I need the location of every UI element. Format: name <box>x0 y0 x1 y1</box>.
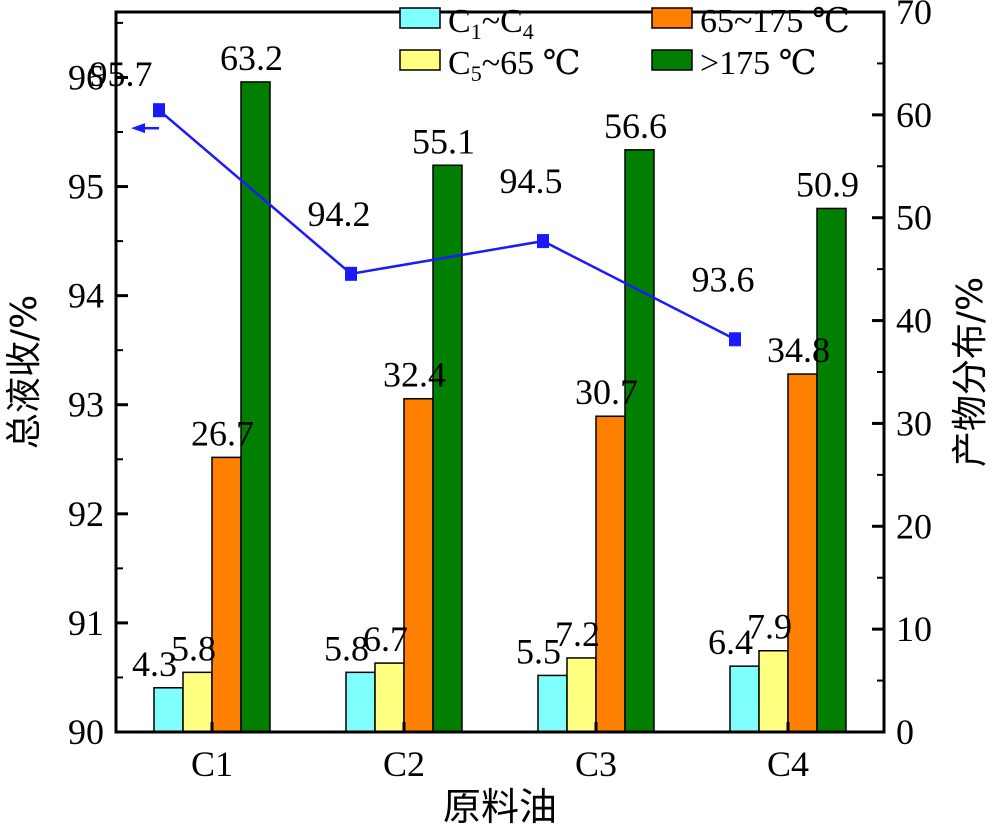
bar-C2-1 <box>345 671 376 733</box>
right-tick-label: 0 <box>896 712 914 752</box>
left-tick-label: 95 <box>68 167 104 207</box>
bar-value-label: 7.2 <box>555 614 600 654</box>
legend: C1~C4 65~175 ℃ C5~65 ℃ >175 ℃ <box>399 3 850 86</box>
bar-value-label: 34.8 <box>767 330 830 370</box>
legend-swatch <box>651 49 693 71</box>
legend-label: C5~65 ℃ <box>448 45 581 86</box>
line-value-label: 94.5 <box>500 161 563 201</box>
right-tick-label: 30 <box>896 403 932 443</box>
bar-value-label: 5.5 <box>516 631 561 671</box>
line-layer: 95.7 94.2 94.5 93.6 <box>90 54 755 347</box>
line-value-label: 95.7 <box>90 54 153 94</box>
x-tick-label: C4 <box>767 744 809 784</box>
bar-value-label: 6.7 <box>363 619 408 659</box>
bar-value-label: 30.7 <box>575 372 638 412</box>
line-point-marker <box>537 234 549 249</box>
bar-value-label: 55.1 <box>412 121 475 161</box>
bar-C2-3 <box>403 397 434 733</box>
line-point-marker <box>153 103 165 118</box>
right-tick-label: 20 <box>896 506 932 546</box>
bar-labels: 4.35.826.763.25.86.732.455.15.57.230.756… <box>132 38 859 684</box>
right-tick-label: 70 <box>896 0 932 32</box>
bar-value-label: 50.9 <box>796 164 859 204</box>
bar-C1-3 <box>211 456 242 733</box>
bar-value-label: 5.8 <box>171 628 216 668</box>
bar-C1-1 <box>153 687 184 733</box>
right-axis-title: 产物分布/% <box>950 277 991 467</box>
legend-swatch <box>651 7 693 29</box>
line-point-marker <box>345 266 357 281</box>
legend-label: 65~175 ℃ <box>700 3 850 40</box>
x-tick-label: C2 <box>383 744 425 784</box>
bar-value-label: 26.7 <box>191 413 254 453</box>
bar-value-label: 63.2 <box>220 38 283 78</box>
left-tick-label: 91 <box>68 603 104 643</box>
bar-value-label: 7.9 <box>747 607 792 647</box>
bar-value-label: 5.8 <box>324 628 369 668</box>
axis-indicator-arrow-head <box>131 123 145 134</box>
total-yield-line <box>158 109 736 341</box>
line-point-marker <box>729 332 741 347</box>
bar-C4-1 <box>729 665 760 733</box>
right-axis: 0 10 20 30 40 50 60 70 <box>872 0 932 752</box>
legend-swatch <box>399 49 441 71</box>
right-tick-label: 10 <box>896 609 932 649</box>
right-tick-label: 50 <box>896 198 932 238</box>
x-axis-title: 原料油 <box>443 785 557 829</box>
left-tick-label: 94 <box>68 276 104 316</box>
left-tick-label: 93 <box>68 385 104 425</box>
bar-C3-4 <box>624 149 655 733</box>
left-axis-title: 总液收/% <box>4 295 45 449</box>
line-value-label: 94.2 <box>308 194 371 234</box>
legend-label: C1~C4 <box>448 3 534 44</box>
bar-C1-2 <box>182 671 213 733</box>
left-axis: 90 91 92 93 94 95 96 <box>68 21 128 752</box>
bar-C2-2 <box>374 662 405 733</box>
bar-value-label: 4.3 <box>132 644 177 684</box>
right-tick-label: 40 <box>896 301 932 341</box>
right-tick-label: 60 <box>896 95 932 135</box>
left-tick-label: 90 <box>68 712 104 752</box>
line-value-label: 93.6 <box>692 259 755 299</box>
left-tick-label: 96 <box>68 57 104 97</box>
legend-label: >175 ℃ <box>700 45 817 82</box>
bar-C2-4 <box>432 164 463 733</box>
bar-value-label: 6.4 <box>708 622 753 662</box>
bar-C3-3 <box>595 415 626 733</box>
left-tick-label: 92 <box>68 494 104 534</box>
bar-value-label: 56.6 <box>604 106 667 146</box>
bar-C4-2 <box>758 649 789 733</box>
bar-value-label: 32.4 <box>383 355 446 395</box>
legend-swatch <box>399 7 441 29</box>
bar-C3-2 <box>566 657 597 733</box>
bar-C4-4 <box>816 207 847 733</box>
bar-C4-3 <box>787 373 818 733</box>
x-tick-label: C1 <box>191 744 233 784</box>
bar-C3-1 <box>537 674 568 733</box>
x-axis: C1 C2 C3 C4 <box>191 722 809 784</box>
x-tick-label: C3 <box>575 744 617 784</box>
bar-C1-4 <box>240 81 271 733</box>
